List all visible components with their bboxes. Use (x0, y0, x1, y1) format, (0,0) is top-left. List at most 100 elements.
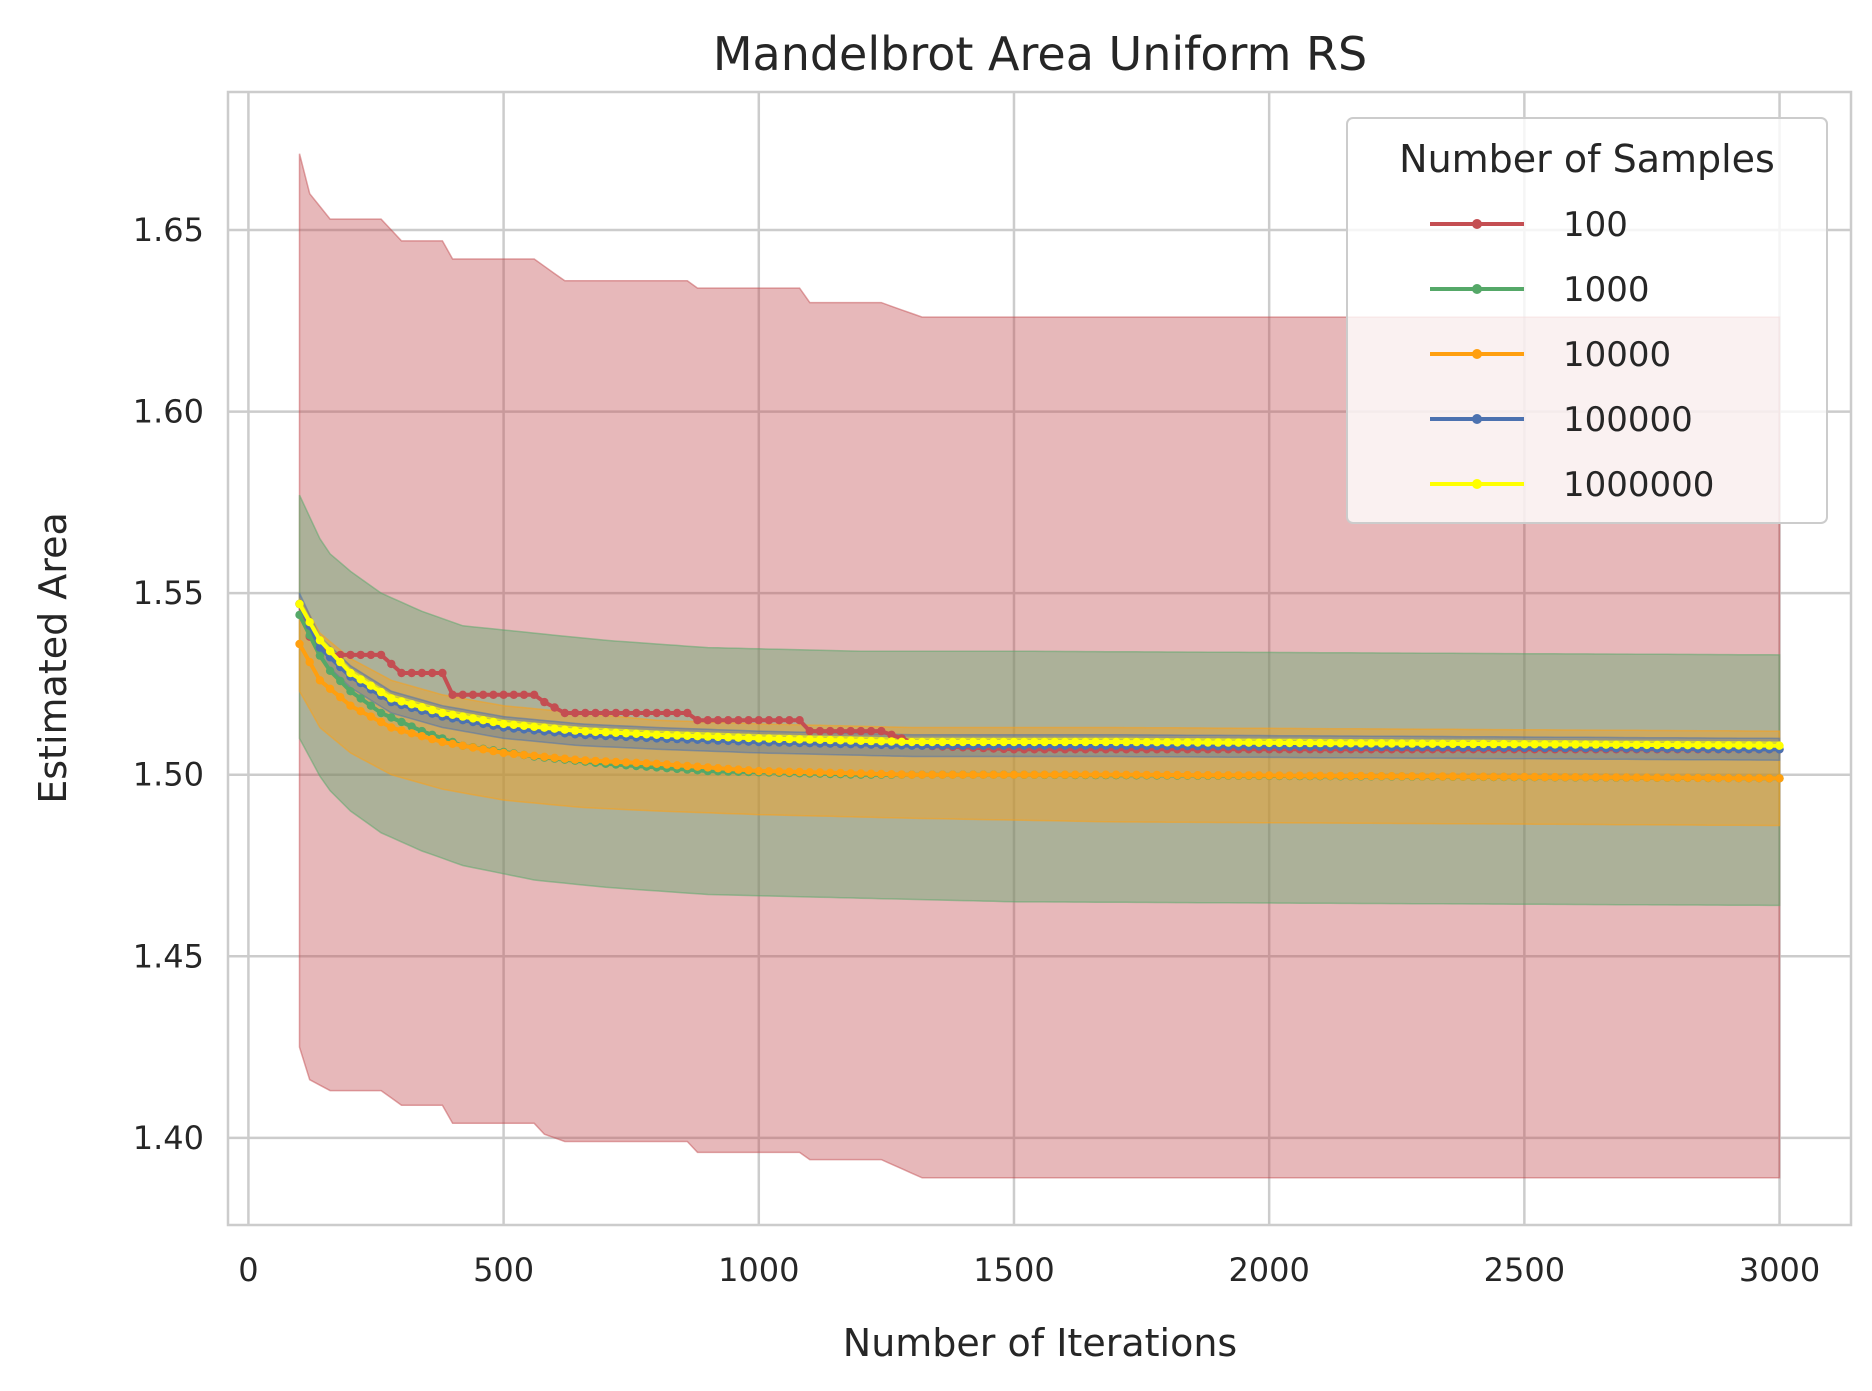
point-10000 (346, 701, 355, 710)
point-10000 (325, 684, 335, 693)
point-100 (662, 708, 672, 718)
point-1000 (325, 666, 335, 675)
point-1000000 (1407, 739, 1417, 748)
x-tick-label: 0 (238, 1251, 258, 1289)
point-10000 (1030, 770, 1039, 779)
point-10000 (1387, 772, 1396, 781)
point-1000000 (1305, 738, 1315, 748)
point-10000 (428, 734, 437, 744)
point-10000 (1224, 771, 1233, 780)
legend-label-1000: 1000 (1563, 270, 1650, 310)
point-10000 (877, 769, 886, 779)
point-100 (407, 668, 416, 678)
point-10000 (662, 760, 672, 769)
point-100 (713, 716, 723, 725)
point-1000000 (550, 724, 559, 733)
point-10000 (1632, 773, 1641, 782)
point-10000 (509, 749, 518, 759)
point-1000000 (397, 697, 406, 706)
point-100 (775, 716, 784, 725)
point-10000 (1081, 770, 1090, 779)
point-100 (836, 726, 845, 736)
point-1000000 (1132, 737, 1141, 747)
point-1000000 (1285, 738, 1294, 748)
point-100 (458, 690, 467, 699)
point-1000000 (1060, 737, 1070, 747)
point-1000000 (1754, 741, 1764, 750)
legend: Number of Samples 100 1000 10000 100000 1000… (1346, 117, 1828, 524)
point-100 (438, 668, 447, 678)
point-1000000 (775, 734, 784, 744)
point-10000 (1458, 772, 1468, 781)
point-1000000 (530, 722, 539, 731)
point-1000000 (1050, 737, 1060, 747)
point-10000 (356, 707, 365, 716)
point-1000000 (448, 710, 457, 719)
point-10000 (1111, 770, 1121, 779)
point-1000000 (1714, 741, 1723, 750)
point-10000 (652, 759, 661, 768)
point-100 (621, 708, 631, 718)
x-tick-label: 500 (473, 1251, 534, 1289)
point-10000 (407, 729, 416, 738)
point-100 (519, 690, 529, 699)
point-10000 (591, 756, 600, 766)
point-100 (479, 690, 488, 699)
point-10000 (479, 745, 488, 754)
point-1000000 (1009, 737, 1019, 747)
point-1000000 (1428, 739, 1437, 748)
point-10000 (315, 676, 325, 685)
x-tick-label: 1500 (973, 1251, 1054, 1289)
point-10000 (836, 768, 845, 778)
point-10000 (1673, 773, 1682, 782)
point-1000000 (1040, 737, 1049, 747)
point-1000000 (376, 687, 386, 697)
point-1000000 (754, 734, 763, 743)
point-1000000 (1265, 738, 1274, 748)
point-1000000 (662, 730, 672, 740)
point-10000 (1438, 772, 1447, 781)
point-100 (530, 690, 539, 699)
point-1000000 (1122, 737, 1131, 747)
point-1000000 (764, 734, 774, 743)
point-1000000 (1765, 741, 1774, 750)
point-10000 (1734, 773, 1743, 783)
point-100 (856, 726, 866, 736)
point-1000000 (1724, 741, 1733, 750)
point-1000 (356, 694, 365, 703)
point-1000000 (1703, 741, 1713, 750)
point-1000000 (1520, 740, 1529, 749)
point-1000000 (1326, 739, 1335, 748)
point-10000 (989, 770, 998, 779)
point-1000000 (1612, 740, 1621, 749)
point-10000 (397, 726, 406, 735)
point-1000000 (1152, 738, 1162, 747)
point-10000 (826, 768, 835, 777)
point-1000000 (1397, 739, 1407, 748)
point-10000 (1714, 773, 1723, 783)
point-100 (448, 690, 457, 699)
point-10000 (866, 769, 876, 778)
point-10000 (1561, 773, 1570, 782)
point-1000000 (1295, 738, 1305, 748)
point-100 (560, 708, 569, 718)
point-1000000 (509, 720, 518, 729)
point-1000 (407, 722, 416, 731)
point-10000 (1418, 772, 1427, 781)
point-10000 (376, 717, 386, 727)
point-10000 (1193, 771, 1202, 780)
point-100 (744, 716, 753, 725)
legend-label-10000: 10000 (1563, 335, 1671, 375)
x-tick-label: 2000 (1228, 1251, 1309, 1289)
point-1000000 (325, 647, 335, 656)
point-10000 (979, 770, 988, 779)
point-1000000 (1091, 737, 1100, 747)
point-1000000 (1377, 739, 1386, 748)
point-10000 (683, 761, 692, 771)
point-1000000 (407, 700, 416, 709)
point-1000000 (1203, 738, 1213, 747)
point-1000000 (336, 657, 345, 667)
point-10000 (754, 766, 763, 776)
point-1000000 (724, 733, 733, 742)
point-10000 (917, 770, 927, 779)
